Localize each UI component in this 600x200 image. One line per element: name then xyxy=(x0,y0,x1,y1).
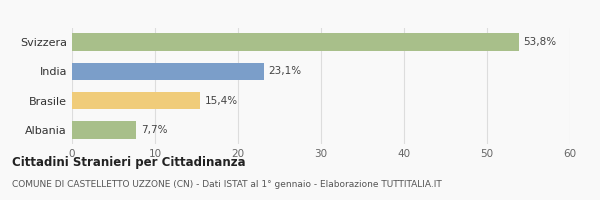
Bar xyxy=(72,92,200,109)
Bar xyxy=(72,121,136,139)
Bar xyxy=(72,63,264,80)
Text: 15,4%: 15,4% xyxy=(205,96,238,106)
Legend: Europa, Asia, America: Europa, Asia, America xyxy=(207,0,435,1)
Text: Cittadini Stranieri per Cittadinanza: Cittadini Stranieri per Cittadinanza xyxy=(12,156,245,169)
Text: 53,8%: 53,8% xyxy=(524,37,557,47)
Text: COMUNE DI CASTELLETTO UZZONE (CN) - Dati ISTAT al 1° gennaio - Elaborazione TUTT: COMUNE DI CASTELLETTO UZZONE (CN) - Dati… xyxy=(12,180,442,189)
Bar xyxy=(72,33,518,51)
Text: 23,1%: 23,1% xyxy=(269,66,302,76)
Text: 7,7%: 7,7% xyxy=(141,125,167,135)
